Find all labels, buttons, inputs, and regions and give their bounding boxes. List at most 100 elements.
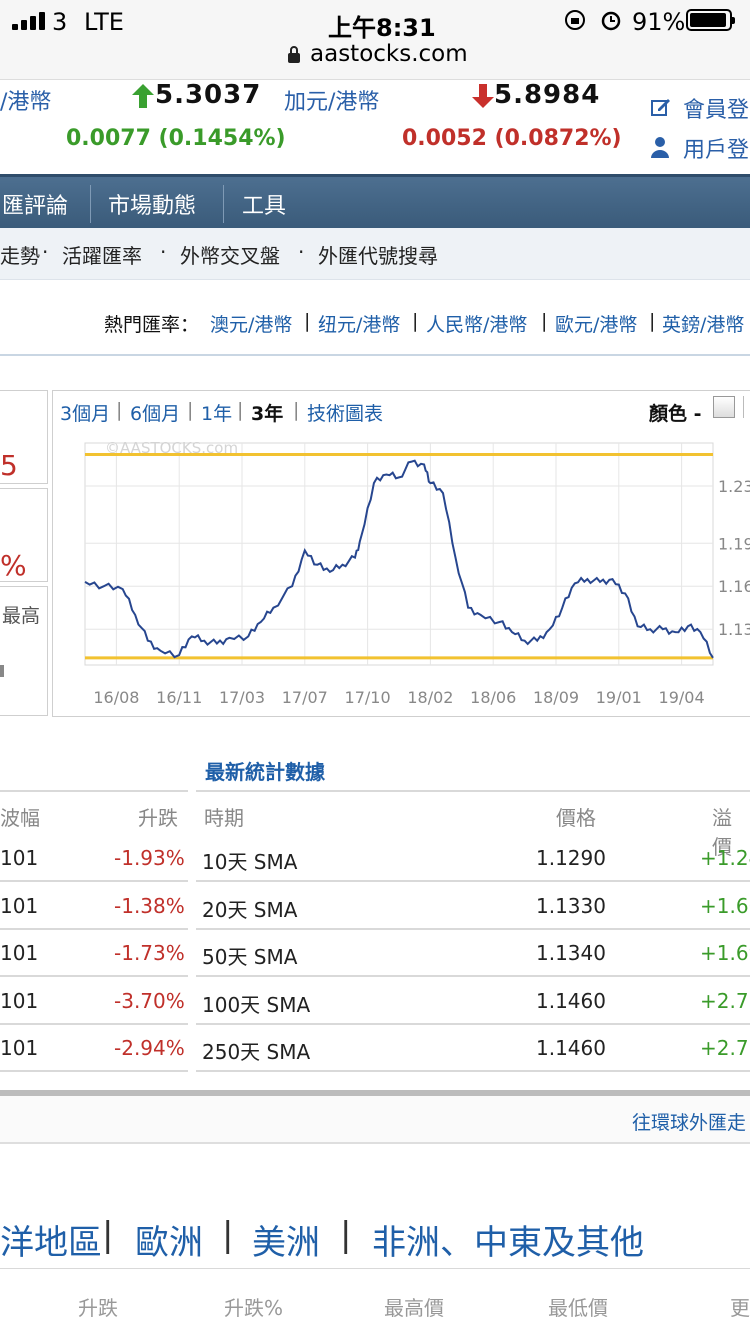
header-change: 升跌 <box>138 806 178 830</box>
chart-yticks: 1.23 1.19 1.16 1.13 <box>718 477 750 639</box>
row-divider <box>196 1070 750 1072</box>
status-bar: 3 LTE 上午8:31 91% aastocks.com <box>0 0 750 80</box>
cell-period: 50天 SMA <box>202 945 298 969</box>
hot-rate-sep: | <box>649 310 656 332</box>
hot-rate-sep: | <box>304 310 311 332</box>
region-europe[interactable]: 歐洲 <box>135 1223 203 1263</box>
row-divider <box>0 1023 188 1025</box>
row-divider <box>0 928 188 930</box>
subnav-symbol-search[interactable]: 外匯代號搜尋 <box>318 244 438 268</box>
tab-3y[interactable]: 3年 <box>251 403 284 425</box>
subnav-sep: · <box>298 240 305 264</box>
cell-change: -3.70% <box>114 989 185 1013</box>
row-divider <box>196 880 750 882</box>
cell-volatility: 101 <box>0 1036 39 1060</box>
url-bar[interactable]: aastocks.com <box>310 41 468 67</box>
cell-change: -2.94% <box>114 1036 185 1060</box>
chart-series <box>84 459 714 659</box>
tab-6m[interactable]: 6個月 <box>130 403 181 425</box>
rotation-lock-icon <box>565 10 585 30</box>
nav-item-fx-commentary[interactable]: 匯評論 <box>2 194 69 219</box>
cell-change: -1.73% <box>114 941 185 965</box>
row-divider <box>0 975 188 977</box>
nav-divider <box>90 185 91 223</box>
hot-rate-cny[interactable]: 人民幣/港幣 <box>426 314 528 336</box>
carrier-label: 3 <box>52 8 68 36</box>
subnav-cross-rates[interactable]: 外幣交叉盤 <box>180 244 280 268</box>
lock-icon <box>288 46 300 63</box>
cell-volatility: 101 <box>0 941 39 965</box>
y-tick-label: 1.13 <box>718 620 750 639</box>
cell-period: 20天 SMA <box>202 898 298 922</box>
region-america[interactable]: 美洲 <box>252 1223 320 1263</box>
tab-sep: | <box>293 399 300 421</box>
side-marker <box>0 665 4 677</box>
cell-period: 10天 SMA <box>202 850 298 874</box>
cell-premium: +2.76 <box>700 1036 750 1060</box>
network-label: LTE <box>84 8 124 36</box>
cell-price: 1.1340 <box>536 941 606 965</box>
subnav-sep: · <box>160 240 167 264</box>
subnav-trend[interactable]: 走勢 <box>0 244 40 268</box>
footer-bar: 往環球外匯走 <box>0 1090 750 1144</box>
side-box-2: % <box>0 488 48 582</box>
plot-frame <box>84 442 714 666</box>
tab-3m[interactable]: 3個月 <box>60 403 111 425</box>
subnav-sep: · <box>42 240 49 264</box>
cell-volatility: 101 <box>0 989 39 1013</box>
fx-ticker: /港幣 5.3037 0.0077 (0.1454%) 加元/港幣 5.8984… <box>0 80 750 174</box>
region-africa-me[interactable]: 非洲、中東及其他 <box>372 1223 644 1263</box>
hot-rate-eur[interactable]: 歐元/港幣 <box>555 314 638 336</box>
hot-rate-gbp[interactable]: 英鎊/港幣 <box>662 314 745 336</box>
col-more: 更 <box>730 1296 750 1320</box>
battery-percent: 91% <box>632 8 686 36</box>
tab-sep: | <box>187 399 194 421</box>
color-label: 顏色 - <box>649 403 702 425</box>
region-sep: | <box>340 1215 352 1255</box>
cell-change: -1.38% <box>114 894 185 918</box>
y-tick-label: 1.16 <box>718 577 750 596</box>
ticker-left-pair[interactable]: /港幣 <box>0 90 52 115</box>
cell-premium: +2.76 <box>700 989 750 1013</box>
nav-item-market[interactable]: 市場動態 <box>108 194 197 219</box>
side-box-3: 最高 <box>0 586 48 716</box>
chart-hlines <box>85 452 713 660</box>
cell-price: 1.1460 <box>536 1036 606 1060</box>
region-asia[interactable]: 洋地區 <box>0 1223 102 1263</box>
row-divider <box>0 880 188 882</box>
clock: 上午8:31 <box>328 14 436 42</box>
chart-panel: 3個月 | 6個月 | 1年 | 3年 | 技術圖表 顏色 - ©AASTOCK… <box>52 390 750 717</box>
global-fx-link[interactable]: 往環球外匯走 <box>632 1112 747 1134</box>
main-nav: 匯評論 市場動態 工具 <box>0 174 750 228</box>
color-picker-swatch[interactable] <box>713 396 735 418</box>
y-tick-label: 1.19 <box>718 534 750 553</box>
hot-rate-aud[interactable]: 澳元/港幣 <box>210 314 293 336</box>
subnav-active-rates[interactable]: 活躍匯率 <box>62 244 142 268</box>
chart-grid <box>84 442 714 666</box>
hot-rates-bar: 熱門匯率： 澳元/港幣 | 纽元/港幣 | 人民幣/港幣 | 歐元/港幣 | 英… <box>0 280 750 356</box>
header-volatility: 波幅 <box>0 806 40 830</box>
side-value-2: % <box>0 549 27 582</box>
x-tick-label: 17/10 <box>345 688 391 707</box>
price-chart: ©AASTOCKS.com 1.23 1.19 1.16 1.13 16/08 16/1… <box>84 439 750 707</box>
tab-1y[interactable]: 1年 <box>201 403 233 425</box>
ticker-left-value: 5.3037 <box>155 80 262 110</box>
x-tick-label: 18/09 <box>533 688 579 707</box>
down-arrow-icon <box>472 84 494 108</box>
nav-item-tools[interactable]: 工具 <box>242 194 287 219</box>
member-login-link[interactable]: 會員登 <box>683 98 750 123</box>
side-value-1: 5 <box>0 449 18 482</box>
battery-icon <box>686 9 735 31</box>
cell-price: 1.1460 <box>536 989 606 1013</box>
cell-price: 1.1330 <box>536 894 606 918</box>
x-tick-label: 19/04 <box>659 688 705 707</box>
tab-divider <box>743 396 744 418</box>
signal-icon <box>12 12 48 30</box>
chart-xticks: 16/08 16/11 17/03 17/07 17/10 18/02 18/06 18/09… <box>93 688 704 707</box>
cell-premium: +1.60 <box>700 894 750 918</box>
x-tick-label: 18/02 <box>407 688 453 707</box>
tab-technical-chart[interactable]: 技術圖表 <box>307 403 384 425</box>
ticker-right-pair[interactable]: 加元/港幣 <box>284 90 380 115</box>
user-login-link[interactable]: 用戶登 <box>683 138 750 163</box>
hot-rate-nzd[interactable]: 纽元/港幣 <box>318 314 401 336</box>
